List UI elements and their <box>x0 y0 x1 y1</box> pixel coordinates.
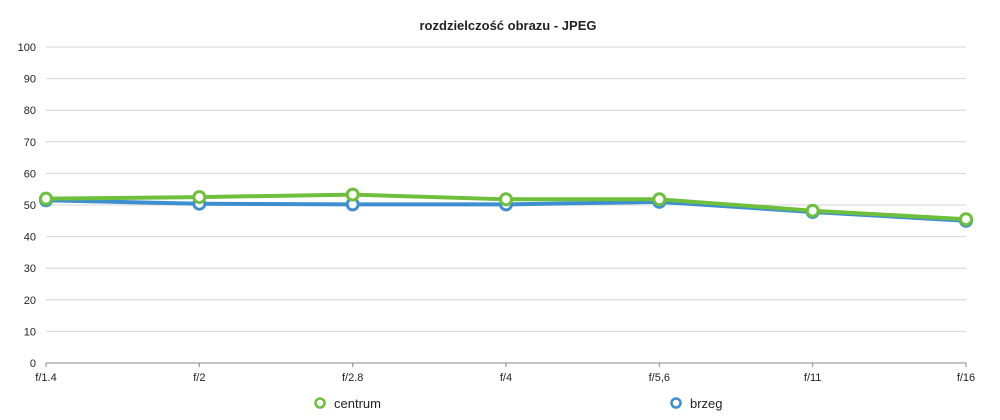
y-tick-label: 20 <box>24 295 36 307</box>
data-point-centrum <box>652 192 667 207</box>
legend-item-brzeg: brzeg <box>670 396 723 411</box>
data-point-centrum <box>499 192 513 207</box>
x-tick-label: f/4 <box>500 372 512 384</box>
data-point-centrum <box>39 191 53 206</box>
x-tick-label: f/11 <box>804 372 822 384</box>
y-tick-label: 60 <box>24 168 36 180</box>
y-tick-label: 80 <box>24 105 36 117</box>
x-tick-label: f/2.8 <box>342 372 363 384</box>
data-point-centrum <box>959 212 973 227</box>
series-centrum <box>39 187 973 227</box>
chart-title: rozdzielczość obrazu - JPEG <box>420 18 597 33</box>
y-tick-label: 0 <box>30 358 36 370</box>
legend: centrum brzeg <box>314 396 723 411</box>
x-axis-ticks: f/1.4 f/2 f/2.8 f/4 f/5,6 f/11 f/16 <box>35 363 975 384</box>
y-axis-ticks: 0 10 20 30 40 50 60 70 80 90 100 <box>18 42 36 370</box>
x-tick-label: f/2 <box>193 372 205 384</box>
y-tick-label: 30 <box>24 263 36 275</box>
y-tick-label: 90 <box>24 74 36 86</box>
legend-item-centrum: centrum <box>314 396 381 411</box>
data-point-centrum <box>192 190 207 205</box>
y-tick-label: 40 <box>24 232 36 244</box>
y-tick-label: 50 <box>24 200 36 212</box>
legend-marker-brzeg <box>670 397 682 409</box>
x-tick-label: f/1.4 <box>35 372 56 384</box>
x-tick-label: f/5,6 <box>649 372 670 384</box>
legend-marker-centrum <box>314 397 326 409</box>
x-tick-label: f/16 <box>957 372 975 384</box>
y-tick-label: 10 <box>24 326 36 338</box>
legend-label-centrum: centrum <box>334 396 381 411</box>
series-group <box>39 187 973 228</box>
y-tick-label: 70 <box>24 137 36 149</box>
y-tick-label: 100 <box>18 42 36 54</box>
data-point-centrum <box>805 203 820 218</box>
legend-label-brzeg: brzeg <box>690 396 723 411</box>
data-point-centrum <box>345 187 360 202</box>
